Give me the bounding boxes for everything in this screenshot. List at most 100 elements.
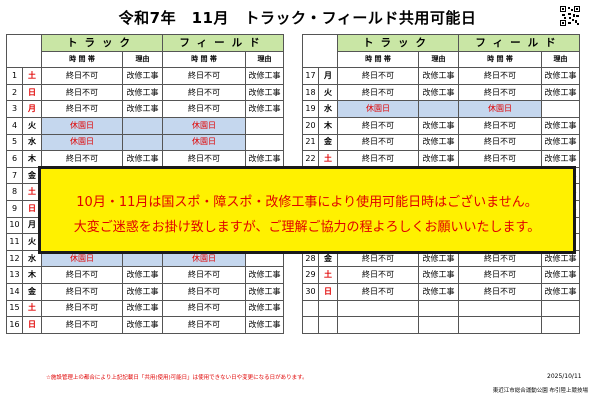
day-of-week: 火	[318, 83, 338, 102]
day-of-week: 日	[22, 83, 42, 102]
field-header: フィールド	[162, 34, 284, 52]
field-status: 休園日	[458, 100, 542, 118]
track-reason: 改修工事	[418, 116, 459, 135]
day-of-week: 土	[318, 150, 338, 168]
day-number: 11	[6, 233, 23, 251]
day-row: 20 木終日不可 改修工事 終日不可 改修工事	[302, 116, 580, 135]
day-row: 4 火休園日 休園日	[6, 116, 284, 135]
field-reason-header: 理由	[245, 50, 284, 69]
day-row: 29 土終日不可 改修工事 終日不可 改修工事	[302, 266, 580, 284]
field-status: 終日不可	[162, 100, 246, 118]
track-reason: 改修工事	[418, 83, 459, 102]
day-row	[302, 316, 580, 334]
field-reason	[245, 116, 284, 135]
day-number: 8	[6, 183, 23, 201]
field-time-header: 時 間 帯	[458, 50, 542, 69]
day-of-week: 土	[22, 299, 42, 318]
track-status: 終日不可	[41, 67, 123, 85]
track-reason	[122, 133, 163, 152]
track-reason	[418, 299, 459, 318]
track-status: 終日不可	[337, 67, 419, 85]
day-number: 18	[302, 83, 319, 102]
track-status: 終日不可	[41, 299, 123, 318]
day-of-week: 水	[318, 100, 338, 118]
track-reason-header: 理由	[418, 50, 459, 69]
day-number: 30	[302, 282, 319, 301]
day-of-week: 土	[22, 67, 42, 85]
schedule-table-right: トラック フィールド 時 間 帯 理由 時 間 帯 理由 17 月終日不可 改修工事…	[302, 33, 580, 334]
day-row: 15 土終日不可 改修工事 終日不可 改修工事	[6, 299, 284, 318]
track-reason: 改修工事	[122, 67, 163, 85]
day-row: 19 水休園日 休園日	[302, 100, 580, 118]
day-row: 14 金終日不可 改修工事 終日不可 改修工事	[6, 282, 284, 301]
track-header: トラック	[337, 34, 459, 52]
track-time-header: 時 間 帯	[337, 50, 419, 69]
field-reason: 改修工事	[541, 282, 580, 301]
field-status: 終日不可	[458, 133, 542, 152]
track-status: 終日不可	[41, 150, 123, 168]
field-status: 休園日	[162, 249, 246, 268]
corner-cell	[6, 33, 42, 69]
field-reason	[541, 316, 580, 334]
track-status: 休園日	[41, 133, 123, 152]
field-reason: 改修工事	[245, 67, 284, 85]
track-status	[337, 316, 419, 334]
track-status: 終日不可	[41, 83, 123, 102]
track-status: 終日不可	[337, 282, 419, 301]
field-status: 終日不可	[458, 150, 542, 168]
qr-code-icon	[560, 6, 580, 26]
day-of-week: 日	[318, 282, 338, 301]
track-status: 終日不可	[337, 266, 419, 284]
track-reason: 改修工事	[418, 67, 459, 85]
track-reason: 改修工事	[122, 282, 163, 301]
track-reason	[418, 100, 459, 118]
day-of-week: 土	[318, 266, 338, 284]
day-number: 5	[6, 133, 23, 152]
field-reason: 改修工事	[245, 282, 284, 301]
day-of-week: 日	[22, 316, 42, 334]
field-status: 終日不可	[162, 316, 246, 334]
track-status: 終日不可	[41, 316, 123, 334]
track-reason: 改修工事	[122, 299, 163, 318]
field-reason: 改修工事	[245, 316, 284, 334]
day-number: 7	[6, 166, 23, 185]
day-of-week: 月	[318, 67, 338, 85]
field-status: 終日不可	[458, 83, 542, 102]
day-number: 4	[6, 116, 23, 135]
day-number: 17	[302, 67, 319, 85]
day-number: 6	[6, 150, 23, 168]
field-status	[458, 299, 542, 318]
field-status: 終日不可	[458, 116, 542, 135]
day-row: 16 日終日不可 改修工事 終日不可 改修工事	[6, 316, 284, 334]
field-reason-header: 理由	[541, 50, 580, 69]
field-status: 終日不可	[162, 266, 246, 284]
track-status: 終日不可	[337, 116, 419, 135]
field-reason: 改修工事	[245, 83, 284, 102]
track-reason: 改修工事	[122, 83, 163, 102]
day-number: 19	[302, 100, 319, 118]
day-of-week: 火	[22, 116, 42, 135]
corner-cell	[302, 33, 338, 69]
day-number: 14	[6, 282, 23, 301]
day-of-week: 金	[22, 282, 42, 301]
organization-name: 東近江市総合運動公園 布引陸上競技場	[492, 388, 588, 394]
field-status: 休園日	[162, 133, 246, 152]
day-of-week: 水	[22, 133, 42, 152]
track-reason: 改修工事	[122, 150, 163, 168]
page-title: 令和7年 11月 トラック・フィールド共用可能日	[118, 9, 477, 27]
field-status: 終日不可	[162, 150, 246, 168]
day-number: 21	[302, 133, 319, 152]
track-reason: 改修工事	[418, 282, 459, 301]
day-of-week: 金	[318, 133, 338, 152]
day-number: 12	[6, 249, 23, 268]
track-status: 終日不可	[337, 150, 419, 168]
track-status: 休園日	[41, 116, 123, 135]
day-row: 1 土終日不可 改修工事 終日不可 改修工事	[6, 67, 284, 85]
day-of-week	[318, 299, 338, 318]
field-reason: 改修工事	[541, 67, 580, 85]
field-reason: 改修工事	[541, 150, 580, 168]
track-reason	[122, 116, 163, 135]
notice-line-2: 大変ご迷惑をお掛け致しますが、ご理解ご協力の程よろしくお願いいたします。	[73, 220, 541, 235]
field-status: 終日不可	[458, 282, 542, 301]
field-reason: 改修工事	[245, 150, 284, 168]
